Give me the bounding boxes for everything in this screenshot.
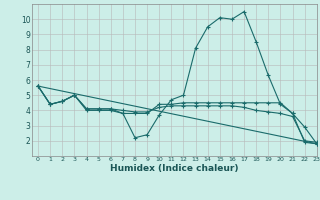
X-axis label: Humidex (Indice chaleur): Humidex (Indice chaleur)	[110, 164, 239, 173]
